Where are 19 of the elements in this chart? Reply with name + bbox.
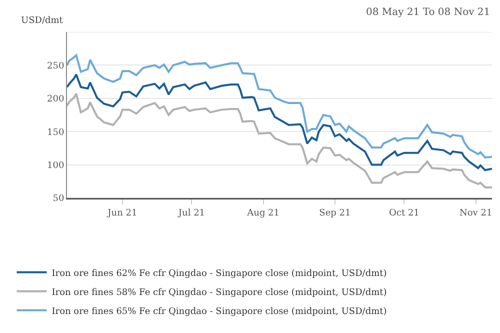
y-tick-label: 100 — [47, 160, 64, 171]
legend-label: Iron ore fines 58% Fe cfr Qingdao - Singapore close (midpoint, USD/dmt) — [52, 288, 387, 298]
x-tick-label: Nov 21 — [459, 208, 492, 218]
y-tick-label: 250 — [47, 61, 64, 72]
legend-label: Iron ore fines 65% Fe cfr Qingdao - Singapore close (midpoint, USD/dmt) — [52, 306, 387, 317]
line-series — [67, 74, 492, 172]
y-tick-label: 200 — [47, 94, 64, 105]
legend-label: Iron ore fines 62% Fe cfr Qingdao - Singapore close (midpoint, USD/dmt) — [52, 268, 387, 279]
x-tick-label: Jul 21 — [177, 208, 206, 218]
x-tick-label: Sep 21 — [319, 208, 351, 218]
chart-subtitle: 08 May 21 To 08 Nov 21 — [366, 7, 490, 18]
y-axis-title: USD/dmt — [21, 16, 64, 26]
x-tick-label: Aug 21 — [246, 208, 280, 218]
x-tick-label: Jun 21 — [106, 208, 138, 218]
line-series — [67, 54, 492, 158]
x-tick-label: Oct 21 — [389, 208, 420, 218]
y-tick-label: 150 — [47, 128, 64, 138]
line-series — [67, 92, 492, 188]
y-tick-label: 50 — [52, 194, 64, 204]
